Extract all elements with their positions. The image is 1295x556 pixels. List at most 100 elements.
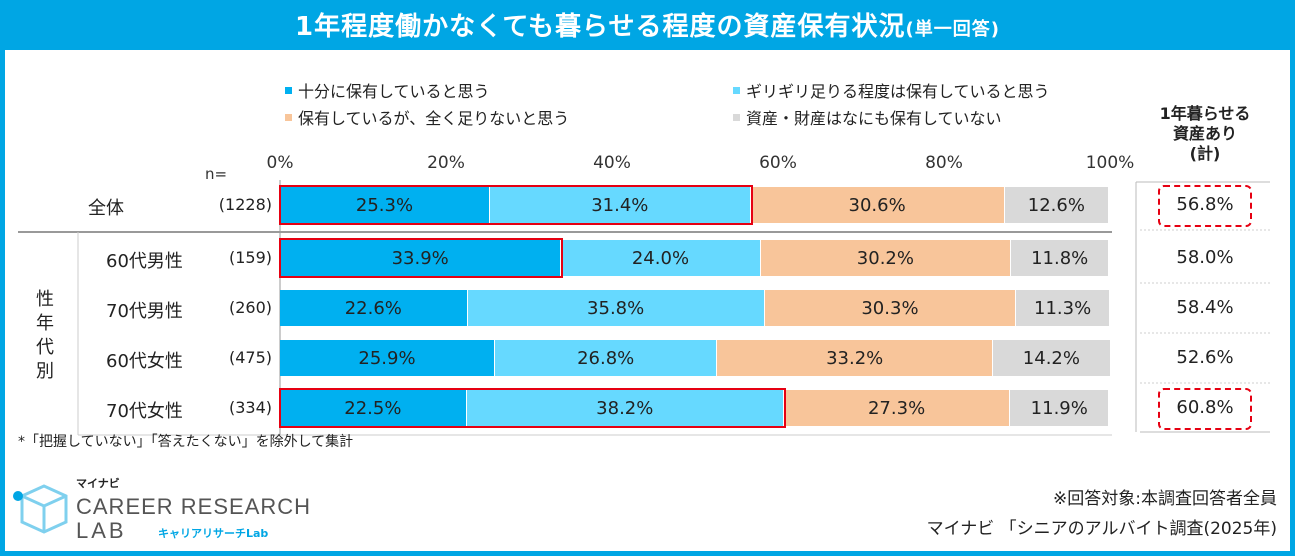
bar-value-label: 33.9% <box>391 247 449 269</box>
row-n: (475) <box>228 348 272 367</box>
bar-segment: 24.0% <box>561 240 760 276</box>
logo-line1: CAREER RESEARCH <box>76 494 311 519</box>
total-header-line3: (計) <box>1189 144 1221 163</box>
row-label: 70代女性 <box>106 401 183 422</box>
legend-label: 保有しているが、全く足りないと思う <box>298 109 570 128</box>
legend-swatch <box>285 113 292 121</box>
bar-value-label: 22.6% <box>344 297 402 319</box>
bar-value-label: 25.9% <box>358 347 416 369</box>
bar-value-label: 30.2% <box>856 247 914 269</box>
x-tick-label: 60% <box>759 153 797 173</box>
logo-dot-icon <box>13 491 23 501</box>
row-label: 60代女性 <box>106 351 183 372</box>
chart-title: 1年程度働かなくても暮らせる程度の資産保有状況(単一回答) <box>5 5 1290 50</box>
logo-brand: マイナビ <box>76 476 120 490</box>
bar-value-label: 35.8% <box>587 297 645 319</box>
bar-segment: 38.2% <box>466 390 783 426</box>
total-value: 60.8% <box>1176 397 1234 418</box>
legend-item: ギリギリ足りる程度は保有していると思う <box>733 78 1050 102</box>
cube-icon <box>20 484 68 534</box>
logo-line2-sub: キャリアリサーチLab <box>158 527 268 540</box>
bar-segment: 22.5% <box>280 390 466 426</box>
bar-value-label: 14.2% <box>1022 347 1080 369</box>
row-label: 60代男性 <box>106 251 183 272</box>
bar-segment: 25.9% <box>280 340 494 376</box>
row-n: (159) <box>228 248 272 267</box>
logo-line2: LAB <box>76 518 127 543</box>
bar-segment: 30.6% <box>750 187 1004 223</box>
bar-value-label: 33.2% <box>826 347 884 369</box>
total-value: 56.8% <box>1176 194 1234 215</box>
bar-segment: 30.3% <box>764 290 1016 326</box>
legend-swatch <box>285 86 292 94</box>
bar-value-label: 25.3% <box>355 194 414 216</box>
chart-title-sub: (単一回答) <box>905 19 1000 40</box>
x-tick-label: 80% <box>925 153 963 173</box>
bar-segment: 33.2% <box>717 340 992 376</box>
x-tick-label: 100% <box>1085 153 1135 173</box>
total-value: 58.0% <box>1176 247 1234 268</box>
chart-title-main: 1年程度働かなくても暮らせる程度の資産保有状況 <box>295 12 906 42</box>
legend-label: 資産・財産はなにも保有していない <box>746 109 1002 128</box>
bar-value-label: 11.3% <box>1034 297 1092 319</box>
group-label-char: 別 <box>36 361 54 382</box>
source-target: ※回答対象:本調査回答者全員 <box>1053 489 1277 509</box>
bar-value-label: 31.4% <box>591 194 649 216</box>
bar-segment: 11.9% <box>1010 390 1109 426</box>
row-label: 全体 <box>88 198 124 219</box>
x-tick-label: 40% <box>593 153 631 173</box>
bar-segment: 31.4% <box>489 187 750 223</box>
bar-segment: 22.6% <box>280 290 467 326</box>
bar-segment: 11.8% <box>1011 240 1109 276</box>
bar-value-label: 24.0% <box>631 247 690 269</box>
legend-label: ギリギリ足りる程度は保有していると思う <box>746 82 1050 101</box>
row-n: (1228) <box>218 195 272 214</box>
legend-item: 保有しているが、全く足りないと思う <box>285 105 569 129</box>
x-tick-label: 20% <box>427 153 465 173</box>
highlight-box <box>279 238 564 278</box>
legend-item: 十分に保有していると思う <box>285 78 490 102</box>
group-label-char: 性 <box>36 289 54 310</box>
bar-value-label: 30.6% <box>848 194 906 216</box>
bar-value-label: 27.3% <box>867 397 926 419</box>
total-column-header: 1年暮らせる 資産あり (計) <box>1138 104 1272 164</box>
n-label: n= <box>205 165 228 183</box>
row-label: 70代男性 <box>106 301 183 322</box>
footnote: *「把握していない」「答えたくない」を除外して集計 <box>18 434 354 450</box>
total-header-line2: 資産あり <box>1172 124 1237 143</box>
highlight-box <box>279 185 753 225</box>
bar-segment: 30.2% <box>760 240 1011 276</box>
bar-value-label: 26.8% <box>577 347 635 369</box>
career-research-lab-logo: マイナビ CAREER RESEARCH LAB キャリアリサーチLab <box>13 476 311 543</box>
bar-segment: 25.3% <box>280 187 489 223</box>
total-value: 58.4% <box>1176 297 1234 318</box>
legend-label: 十分に保有していると思う <box>298 82 490 101</box>
row-n: (260) <box>228 298 272 317</box>
bar-value-label: 12.6% <box>1027 194 1085 216</box>
bar-value-label: 38.2% <box>596 397 654 419</box>
highlight-box <box>279 388 786 428</box>
x-tick-label: 0% <box>266 153 294 173</box>
legend-swatch <box>733 86 740 94</box>
bar-value-label: 22.5% <box>344 397 402 419</box>
legend-item: 資産・財産はなにも保有していない <box>733 105 1002 129</box>
total-value: 52.6% <box>1176 347 1234 368</box>
group-label-char: 代 <box>36 337 54 358</box>
total-header-line1: 1年暮らせる <box>1159 104 1251 123</box>
total-highlight-box <box>1158 388 1252 430</box>
source-survey: マイナビ 「シニアのアルバイト調査(2025年) <box>926 519 1277 539</box>
group-label-char: 年 <box>36 313 54 334</box>
bar-segment: 26.8% <box>494 340 717 376</box>
bar-segment: 35.8% <box>467 290 764 326</box>
bar-segment: 11.3% <box>1016 290 1109 326</box>
bar-value-label: 11.8% <box>1031 247 1089 269</box>
bar-segment: 33.9% <box>280 240 561 276</box>
bar-segment: 14.2% <box>992 340 1110 376</box>
group-label: 性 年 代 別 <box>33 288 57 384</box>
total-highlight-box <box>1158 185 1252 227</box>
bar-value-label: 11.9% <box>1030 397 1088 419</box>
bar-segment: 27.3% <box>783 390 1010 426</box>
legend-swatch <box>733 113 740 121</box>
